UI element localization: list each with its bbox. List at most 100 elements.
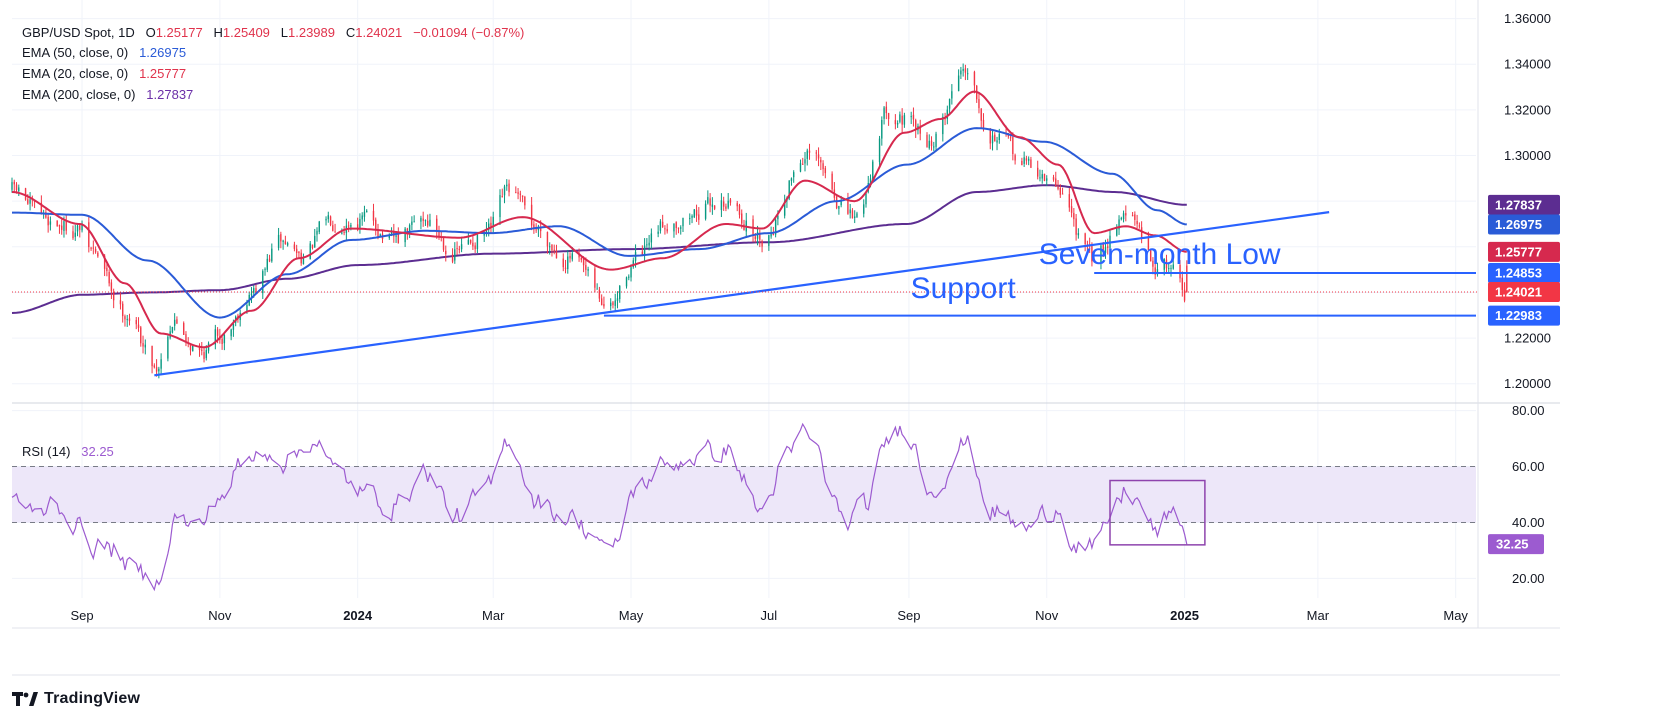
candle-body (725, 206, 727, 209)
candle-body (153, 365, 156, 368)
price-badge-label: 1.22983 (1495, 308, 1542, 323)
rsi-legend[interactable]: RSI (14) 32.25 (22, 443, 114, 461)
rsi-tick-label: 60.00 (1512, 459, 1545, 474)
candle-body (569, 255, 571, 259)
symbol-legend: GBP/USD Spot, 1D O1.25177 H1.25409 L1.23… (22, 24, 524, 42)
ema-200-label: EMA (200, close, 0) (22, 87, 136, 102)
candle-body (598, 289, 601, 299)
candle-body (530, 204, 533, 226)
candle-body (614, 300, 616, 306)
candle-body (1021, 161, 1023, 166)
rsi-label: RSI (14) (22, 444, 71, 459)
candle-body (641, 251, 644, 256)
candle-body (1041, 174, 1043, 179)
candle-body (1136, 220, 1138, 225)
candle-body (603, 303, 605, 307)
candle-body (1070, 206, 1073, 213)
candle-body (476, 234, 479, 249)
candle-body (377, 230, 379, 237)
candle-body (63, 221, 65, 231)
ema-50-legend[interactable]: EMA (50, close, 0) 1.26975 (22, 44, 186, 62)
candle-body (411, 221, 413, 225)
candle-body (804, 159, 806, 164)
price-badge (1488, 281, 1560, 302)
candle-body (94, 249, 97, 253)
candle-body (994, 134, 996, 142)
brand-name: TradingView (44, 690, 141, 707)
candle-body (316, 230, 318, 235)
candle-body (65, 219, 67, 231)
ema-20-legend[interactable]: EMA (20, close, 0) 1.25777 (22, 65, 186, 83)
high-label: H (213, 25, 223, 40)
candle-body (713, 205, 716, 209)
price-badge-label: 1.27837 (1495, 197, 1542, 212)
candle-body (124, 316, 126, 320)
candle-body (648, 242, 650, 246)
candle-body (1093, 260, 1095, 263)
candle-body (329, 216, 332, 225)
candle-body (485, 229, 488, 232)
candle-body (506, 184, 508, 187)
candle-body (546, 232, 549, 247)
ema-200-legend[interactable]: EMA (200, close, 0) 1.27837 (22, 86, 193, 104)
candle-body (878, 138, 881, 163)
candle-body (1037, 167, 1039, 177)
rsi-line (11, 422, 1188, 592)
candle-body (632, 260, 634, 267)
candle-body (230, 329, 232, 337)
low-value: 1.23989 (288, 25, 335, 40)
candle-body (456, 248, 458, 250)
candle-body (894, 120, 897, 125)
candle-body (232, 323, 235, 330)
candle-body (122, 303, 124, 317)
candle-body (899, 114, 901, 122)
candle-body (948, 98, 951, 109)
candle-body (650, 233, 653, 243)
candle-body (356, 224, 359, 230)
candle-body (347, 225, 350, 227)
candle-body (112, 292, 115, 301)
price-badge (1488, 194, 1560, 215)
candle-body (1075, 218, 1077, 235)
candle-body (666, 229, 668, 232)
candle-body (1122, 213, 1125, 220)
candle-body (332, 225, 334, 231)
candle-body (881, 119, 883, 139)
time-tick-label: Mar (482, 608, 505, 623)
candle-body (266, 258, 268, 270)
candle-body (492, 216, 494, 227)
candle-body (436, 218, 438, 232)
candle-body (1043, 173, 1046, 181)
price-tick-label: 1.32000 (1504, 102, 1551, 117)
candle-body (682, 217, 684, 227)
candle-body (140, 327, 142, 344)
candle-body (45, 212, 47, 218)
candle-body (160, 359, 162, 369)
candle-body (1181, 277, 1183, 290)
candle-body (11, 182, 13, 190)
candle-body (334, 231, 336, 233)
price-badge (1488, 241, 1560, 262)
tradingview-brand[interactable]: TradingView (12, 688, 140, 710)
rsi-tick-label: 20.00 (1512, 571, 1545, 586)
candle-body (1104, 247, 1107, 253)
candle-body (79, 225, 81, 230)
candle-body (960, 70, 962, 75)
candle-body (978, 98, 980, 109)
candle-body (15, 184, 18, 191)
candle-body (151, 346, 153, 367)
candle-body (625, 277, 628, 287)
candle-body (1186, 265, 1188, 292)
candle-body (438, 231, 440, 237)
candle-body (777, 215, 779, 220)
candle-body (831, 173, 833, 190)
time-tick-label: 2025 (1170, 608, 1199, 623)
candle-body (451, 254, 454, 262)
candle-body (404, 228, 406, 243)
candle-body (189, 344, 192, 351)
candle-body (571, 253, 573, 260)
candle-body (1116, 228, 1118, 236)
candle-body (580, 257, 583, 260)
open-value: 1.25177 (155, 25, 203, 40)
candle-body (284, 241, 287, 245)
